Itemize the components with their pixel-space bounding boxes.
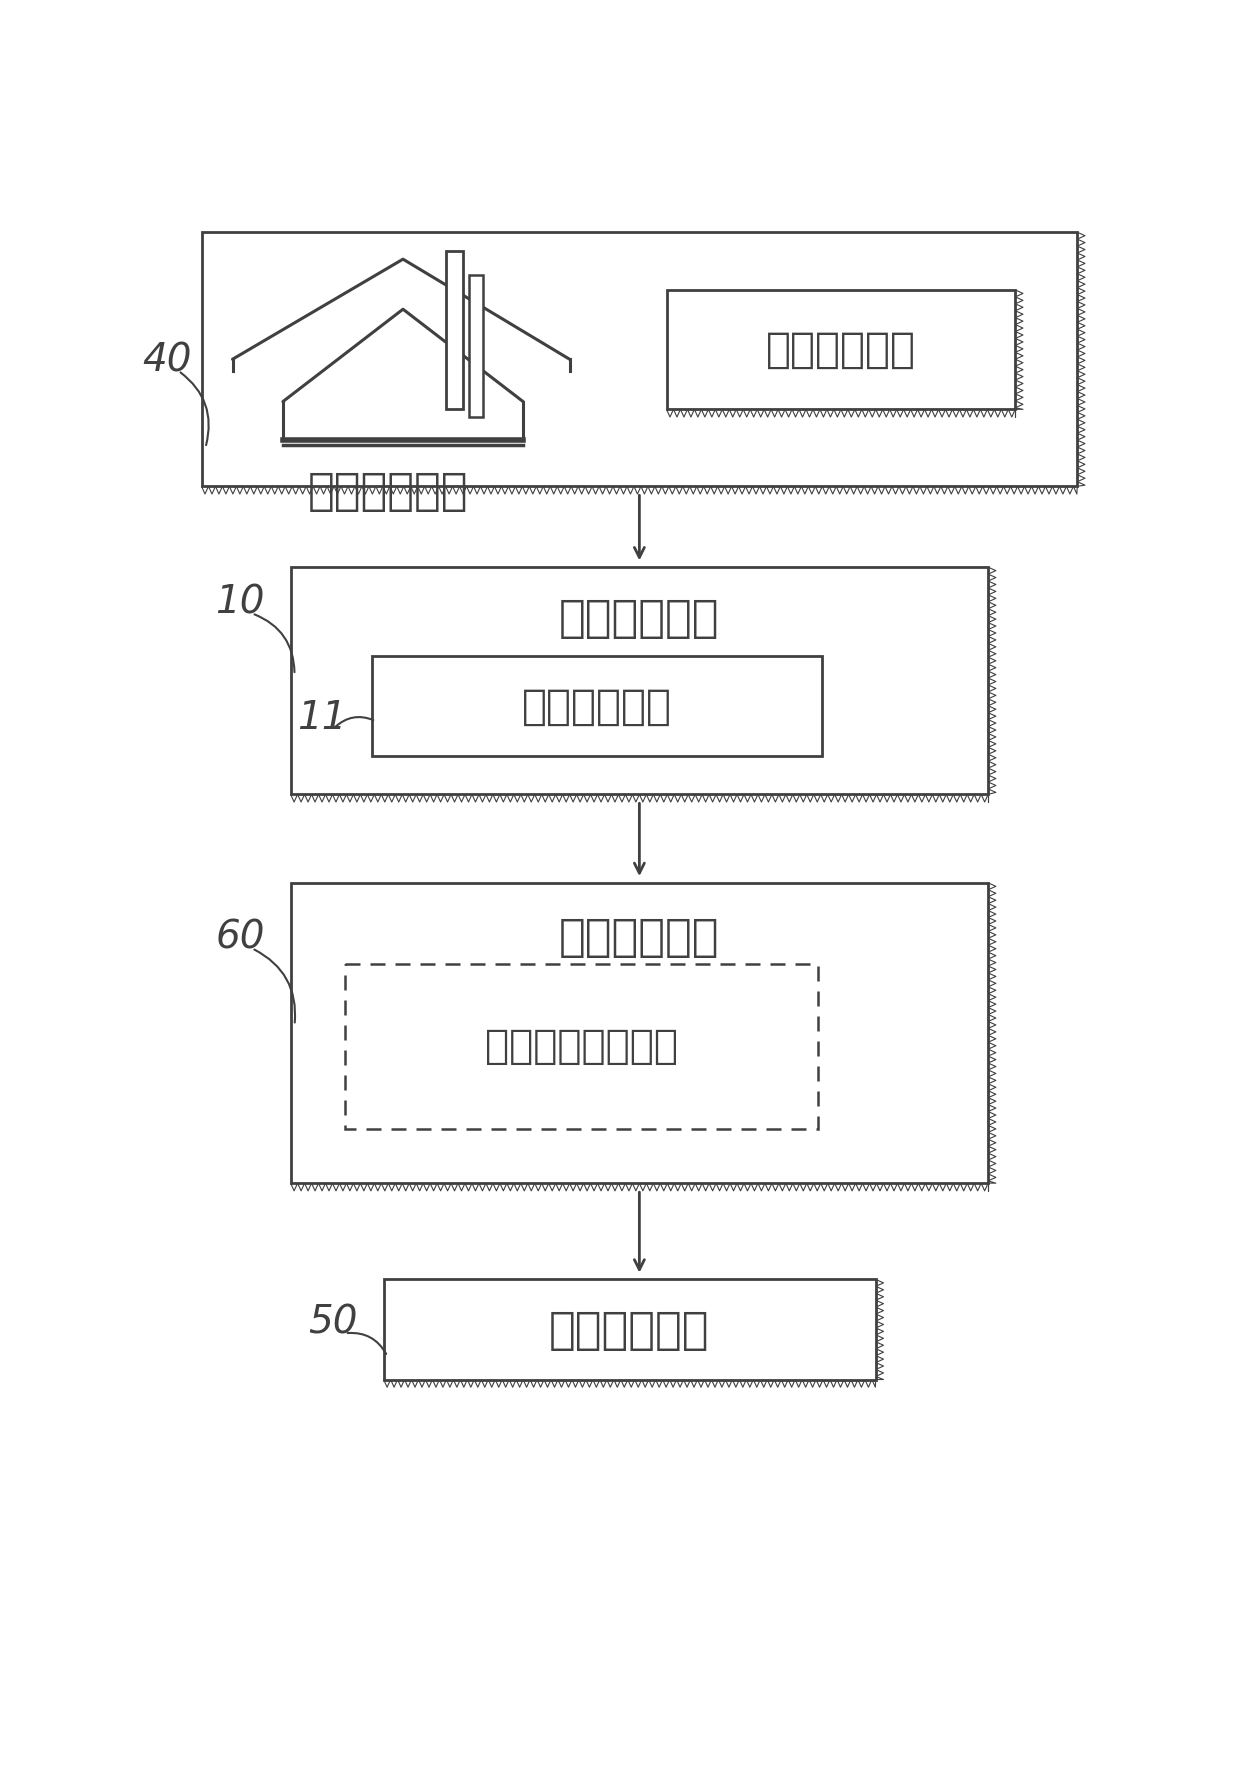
Text: 废气排放系统: 废气排放系统 <box>766 330 916 371</box>
Text: 珊瑚养殖单元: 珊瑚养殖单元 <box>559 916 719 959</box>
Text: 循环回水单元: 循环回水单元 <box>549 1308 709 1351</box>
Text: 废气处理单元: 废气处理单元 <box>559 597 719 640</box>
Text: 气液混合装置: 气液混合装置 <box>522 686 672 727</box>
Text: 40: 40 <box>141 340 191 380</box>
Text: 11: 11 <box>296 699 346 738</box>
Text: 室内或室外养殖场: 室内或室外养殖场 <box>485 1026 678 1066</box>
Bar <box>290 884 988 1183</box>
Text: 10: 10 <box>216 583 265 622</box>
Bar <box>372 656 821 756</box>
Bar <box>383 1279 875 1379</box>
Bar <box>469 276 482 417</box>
Bar <box>290 568 988 795</box>
Text: 60: 60 <box>216 918 265 957</box>
Bar <box>667 290 1016 410</box>
Text: 工厂或发电厂: 工厂或发电厂 <box>308 470 467 513</box>
Bar <box>201 233 1078 486</box>
Bar <box>345 964 817 1130</box>
Text: 50: 50 <box>309 1303 358 1342</box>
Bar <box>445 253 463 410</box>
